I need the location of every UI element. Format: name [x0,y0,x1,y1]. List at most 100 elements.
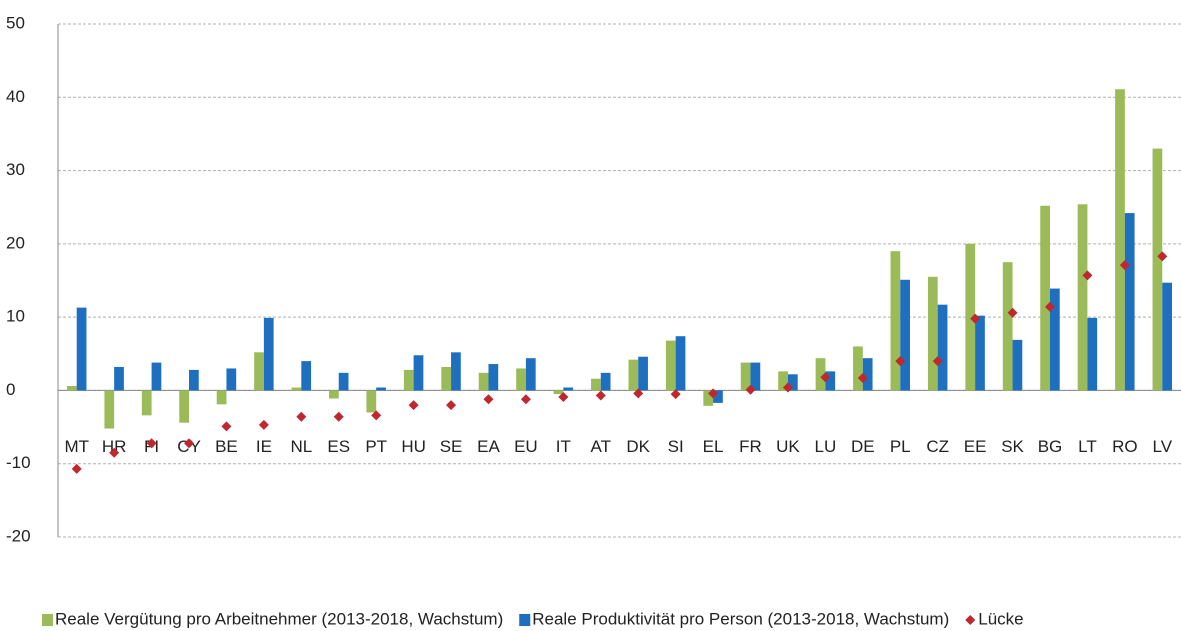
bar [338,372,349,391]
bar [638,356,648,391]
bar [628,359,639,391]
x-tick-label: AT [591,437,611,456]
marker [820,372,831,383]
bar [376,387,386,391]
marker [782,382,793,393]
x-tick-label: EE [964,437,987,456]
bar [778,371,788,391]
bar [525,358,536,391]
bar [451,352,461,391]
bar [179,390,190,423]
marker [1007,307,1018,318]
bar [478,372,489,391]
bar [927,276,938,391]
bar [853,346,863,391]
marker [184,438,195,449]
y-tick-label: 40 [6,87,25,106]
bar [975,315,985,391]
y-tick-label: 0 [6,380,15,399]
bar [825,371,836,391]
bar [563,387,574,391]
bar [141,390,152,416]
bar [1077,204,1088,391]
bar [216,390,227,405]
x-tick-label: UK [776,437,800,456]
bar [1002,262,1013,391]
bar [900,279,910,391]
x-tick-label: DK [626,437,650,456]
marker [857,372,868,383]
marker [221,421,232,432]
x-tick-label: SE [440,437,463,456]
bar [1012,339,1023,391]
bar [441,366,452,391]
x-tick-label: PL [890,437,911,456]
x-tick-label: ES [327,437,350,456]
bar [1115,89,1125,391]
marker [408,400,419,411]
marker [146,438,157,449]
bar [591,378,601,391]
marker [296,411,307,422]
x-tick-label: CZ [926,437,949,456]
marker [895,356,906,367]
x-tick-label: IT [556,437,571,456]
marker [446,400,457,411]
legend-swatch [519,614,531,626]
x-tick-label: SI [668,437,684,456]
x-tick-label: EU [514,437,538,456]
x-tick-label: LT [1078,437,1097,456]
x-tick-label: MT [64,437,89,456]
marker [745,384,756,395]
legend-marker [965,615,976,625]
bar [1049,288,1060,391]
marker [520,394,531,405]
marker [258,419,269,430]
bar [553,390,564,395]
marker [483,394,494,405]
x-tick-label: HR [102,437,127,456]
y-tick-label: 30 [6,160,25,179]
x-tick-label: LV [1153,437,1173,456]
marker [1082,270,1093,281]
bar [665,340,676,391]
bar [1152,148,1163,391]
bar [226,368,237,391]
x-tick-label: HU [401,437,426,456]
marker [932,356,943,367]
x-tick-label: NL [290,437,312,456]
y-tick-label: 20 [6,233,25,252]
bar [291,387,302,391]
bar [413,355,424,391]
bar [516,368,526,391]
marker [595,390,606,401]
legend-label: Reale Vergütung pro Arbeitnehmer (2013-2… [55,609,503,628]
marker [71,463,82,474]
marker [670,389,681,400]
bar [703,390,714,406]
bar [189,369,199,391]
bar [366,390,377,413]
bar [151,362,162,391]
x-tick-label: FR [739,437,762,456]
bar [104,390,115,429]
bar [1087,317,1098,391]
legend-label: Lücke [978,609,1023,628]
marker [970,313,981,324]
marker [371,410,382,421]
y-tick-label: -20 [6,526,31,545]
bar [787,374,798,391]
bar [254,352,264,391]
bar [329,390,339,399]
bar [740,362,751,391]
marker [1044,301,1055,312]
bar [263,317,274,391]
bar [713,390,723,403]
bar [301,361,312,391]
x-tick-label: SK [1001,437,1024,456]
x-tick-label: LU [815,437,837,456]
bar [815,358,826,391]
bar [750,362,761,391]
marker [708,388,719,399]
marker [558,392,569,403]
